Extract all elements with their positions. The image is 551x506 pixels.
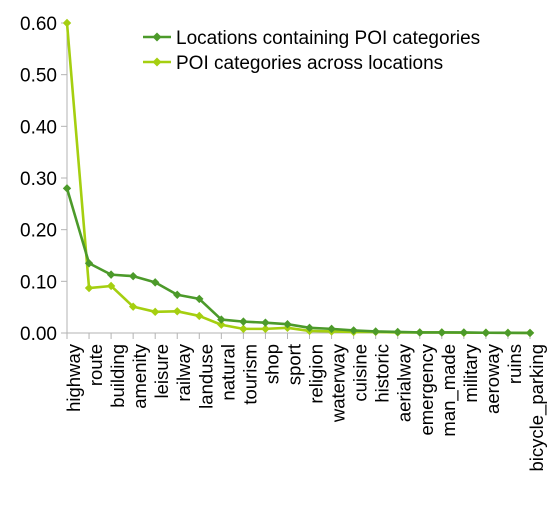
data-point	[349, 326, 358, 335]
data-point	[459, 328, 469, 337]
data-point	[415, 328, 424, 337]
x-axis-ticks: highway route building amenity leisure railwa…	[63, 333, 548, 472]
data-point	[173, 307, 182, 316]
x-tick-label: railway	[173, 343, 194, 401]
data-point	[106, 281, 116, 291]
y-tick-label: 0.30	[20, 169, 57, 190]
data-point	[239, 317, 248, 326]
x-tick-label: waterway	[328, 343, 349, 423]
x-tick-label: sport	[283, 344, 304, 385]
x-tick-label: route	[85, 344, 106, 386]
data-point	[481, 328, 491, 337]
y-tick-label: 0.00	[20, 324, 57, 345]
data-point	[261, 318, 270, 327]
x-tick-label: natural	[217, 344, 238, 401]
data-point	[437, 328, 447, 337]
y-tick-label: 0.40	[20, 117, 57, 138]
legend: Locations containing POI categories POI c…	[143, 28, 480, 74]
data-point	[371, 327, 380, 336]
y-tick-label: 0.10	[20, 272, 57, 293]
data-point	[393, 327, 402, 337]
x-tick-label: tourism	[239, 344, 260, 405]
x-tick-label: historic	[372, 344, 393, 403]
legend-entry-1: POI categories across locations	[143, 53, 443, 74]
x-tick-label: aeroway	[482, 343, 503, 414]
data-point	[503, 328, 513, 338]
x-tick-label: highway	[63, 343, 84, 412]
data-point	[84, 259, 94, 268]
series-layer	[62, 18, 535, 338]
data-point	[62, 18, 72, 28]
data-point	[150, 307, 160, 317]
data-point	[62, 184, 72, 193]
y-tick-label: 0.50	[20, 66, 57, 87]
data-point	[217, 315, 226, 324]
data-point	[173, 290, 182, 299]
x-tick-label: ruins	[504, 344, 525, 384]
x-tick-label: emergency	[416, 343, 437, 435]
x-tick-label: landuse	[195, 344, 216, 409]
series-1	[62, 18, 535, 338]
data-point	[195, 311, 204, 321]
legend-marker	[152, 32, 162, 42]
legend-entry-0: Locations containing POI categories	[143, 28, 480, 49]
data-point	[106, 270, 116, 279]
x-tick-label: shop	[261, 344, 282, 384]
data-point	[195, 294, 204, 304]
x-tick-label: cuisine	[350, 344, 371, 402]
data-point	[261, 324, 270, 334]
legend-marker	[152, 57, 162, 67]
data-point	[128, 302, 138, 311]
y-tick-label: 0.20	[20, 221, 57, 242]
x-tick-label: religion	[306, 344, 327, 404]
x-tick-label: bicycle_parking	[526, 344, 548, 472]
x-tick-label: amenity	[129, 343, 150, 409]
data-point	[84, 283, 94, 293]
series-0	[62, 184, 535, 338]
data-point	[239, 324, 248, 334]
x-tick-label: military	[460, 343, 481, 402]
series-line	[65, 187, 531, 335]
data-point	[217, 320, 226, 329]
data-point	[150, 278, 160, 287]
y-tick-label: 0.60	[20, 14, 57, 35]
x-tick-label: building	[107, 344, 128, 408]
data-point	[525, 328, 535, 338]
x-tick-label: man_made	[438, 344, 460, 437]
legend-label: POI categories across locations	[176, 53, 443, 74]
x-tick-label: leisure	[151, 344, 172, 399]
data-point	[128, 271, 138, 281]
x-tick-label: aerialway	[394, 343, 415, 422]
data-point	[305, 323, 314, 333]
legend-label: Locations containing POI categories	[176, 28, 480, 49]
data-point	[283, 320, 292, 329]
data-point	[327, 324, 336, 334]
y-axis-ticks: 0.00 0.10 0.20 0.30 0.40 0.50 0.60	[20, 14, 67, 345]
